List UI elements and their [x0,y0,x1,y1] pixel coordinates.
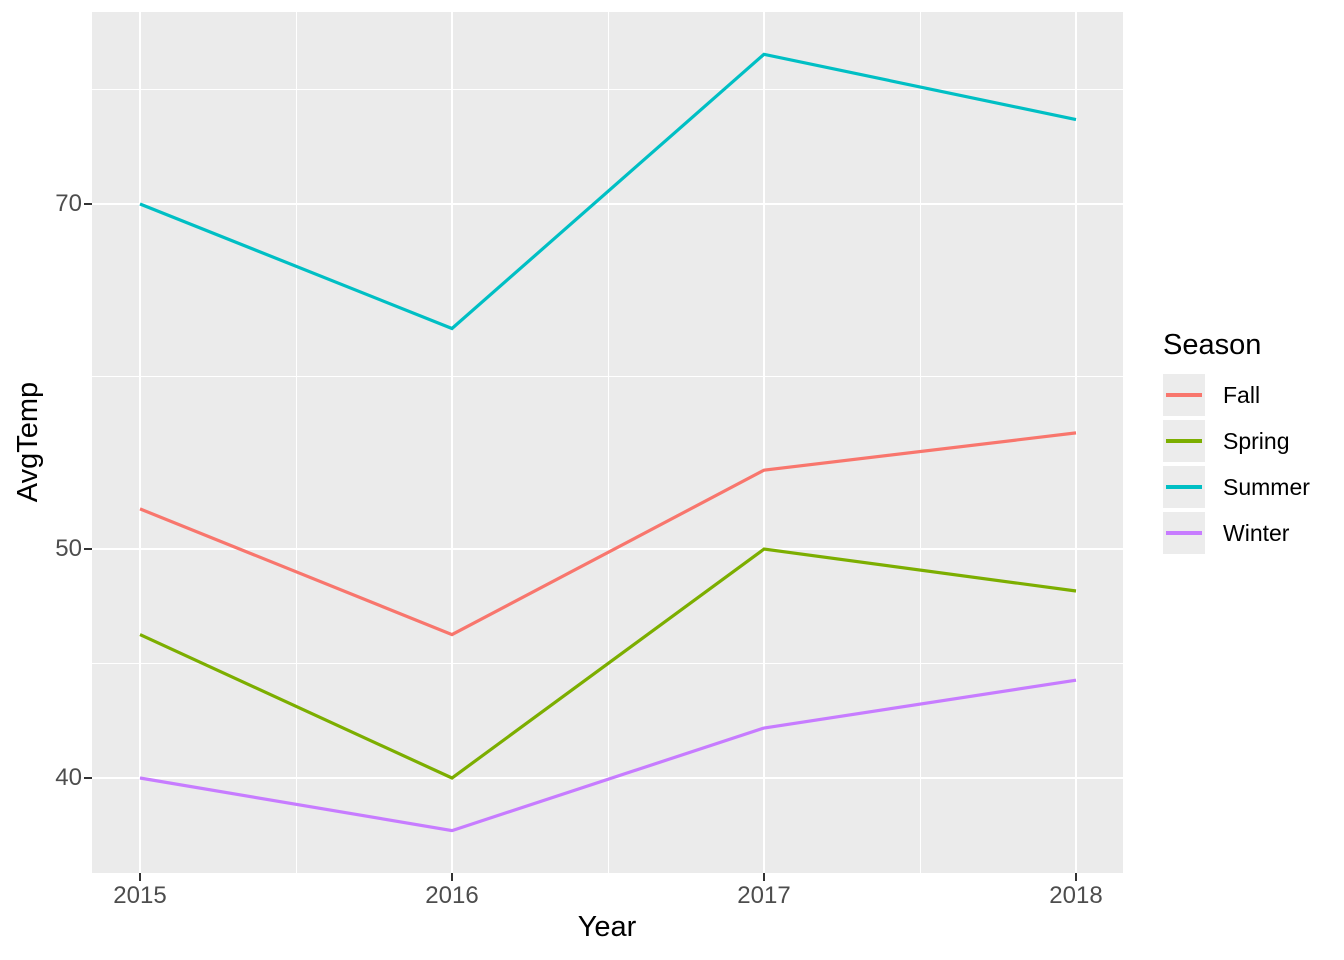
gridline-major-x [139,12,141,873]
legend-entry-summer: Summer [1163,466,1310,508]
x-axis-tick [763,873,765,881]
x-axis-title: Year [577,911,637,943]
gridline-major-x [1075,12,1077,873]
plot-panel [92,12,1123,873]
x-tick-label: 2018 [1049,882,1103,909]
legend-entry-fall: Fall [1163,374,1310,416]
legend-label: Summer [1223,473,1310,500]
legend-key [1163,420,1205,462]
legend-key [1163,466,1205,508]
x-tick-label: 2017 [737,882,791,909]
gridline-minor-x [295,12,297,873]
legend-label: Spring [1223,427,1290,454]
gridline-minor-y [92,89,1123,91]
chart-series-canvas [139,52,1077,833]
gridline-minor-x [607,12,609,873]
y-axis-tick [84,203,92,205]
x-axis-tick [139,873,141,881]
gridline-major-x [763,12,765,873]
legend-key [1163,512,1205,554]
series-line-fall [139,431,1077,637]
x-axis-tick [1075,873,1077,881]
legend-key [1163,374,1205,416]
gridline-minor-y [92,376,1123,378]
legend-label: Winter [1223,519,1290,546]
series-line-winter [139,678,1077,833]
gridline-major-x [451,12,453,873]
legend-label: Fall [1223,381,1261,408]
legend-line-swatch [1166,531,1202,535]
y-axis-tick [84,548,92,551]
y-tick-label: 50 [55,535,82,563]
legend-entries: Fall Spring Summer Winter [1163,374,1310,554]
x-tick-label: 2015 [113,882,167,909]
gridline-major-y [92,548,1123,551]
x-axis-tick [451,873,453,881]
legend-line-swatch [1166,439,1202,443]
y-axis-tick [84,776,92,779]
legend-entry-spring: Spring [1163,420,1310,462]
y-axis-title: AvgTemp [12,381,44,503]
legend-entry-winter: Winter [1163,512,1310,554]
legend-line-swatch [1166,393,1202,397]
y-tick-label: 70 [55,190,82,217]
y-tick-label: 40 [55,763,82,791]
gridline-minor-x [919,12,921,873]
legend-line-swatch [1166,485,1202,489]
legend-title: Season [1163,329,1262,361]
series-line-spring [139,547,1077,780]
series-line-summer [139,52,1077,331]
gridline-major-y [92,203,1123,205]
x-tick-label: 2016 [425,882,479,909]
legend: Season Fall Spring Summer Winter [1163,328,1310,558]
